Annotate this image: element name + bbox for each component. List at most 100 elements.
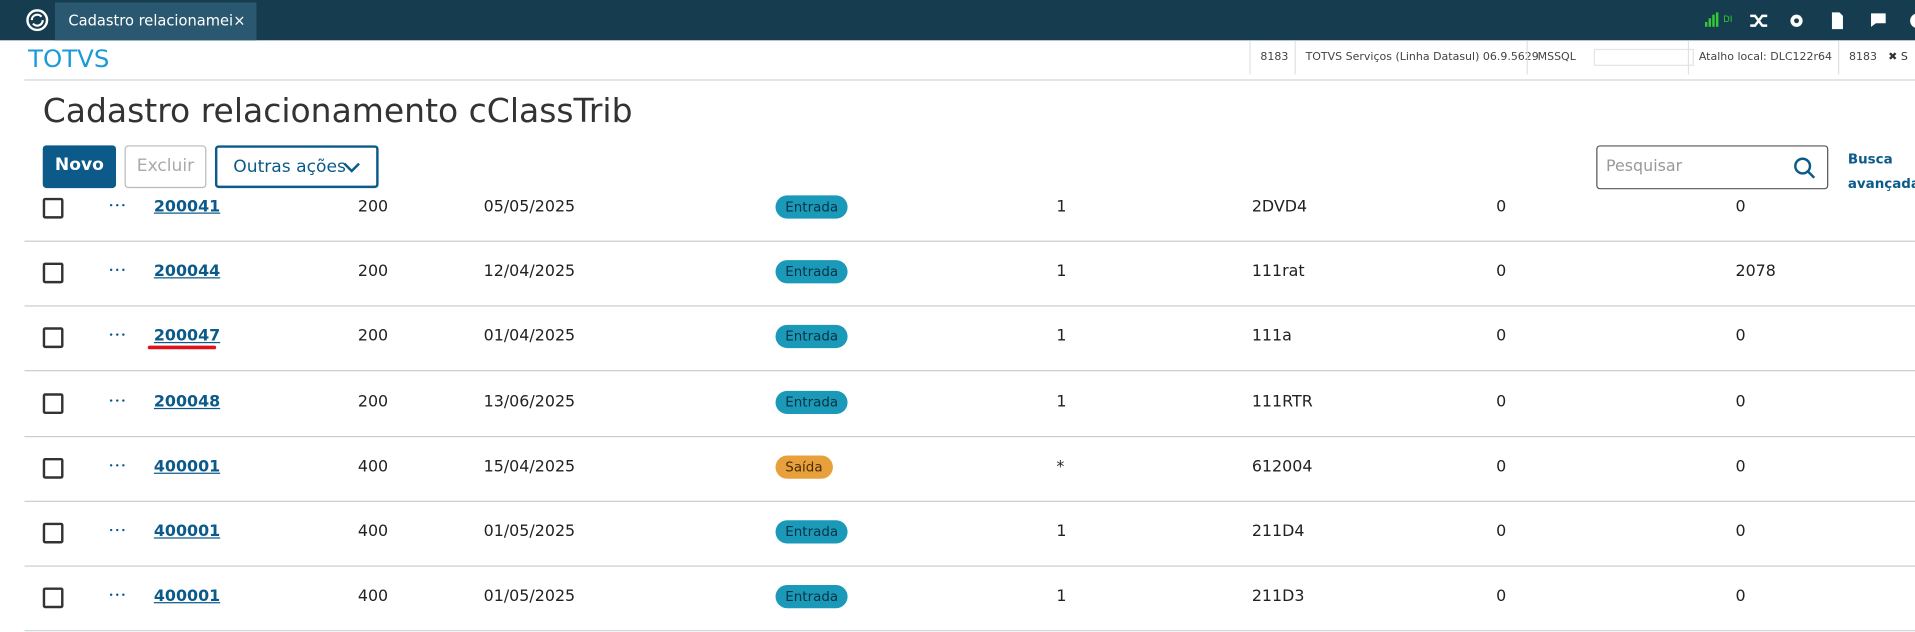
signal-icon [1704,12,1719,27]
cell-text: 0 [1496,197,1507,217]
cell-text: 0 [1496,327,1507,347]
advanced-search[interactable]: Busca avançada [1847,151,1915,192]
record-link[interactable]: 200048 [153,392,221,412]
cell-text: 1 [1056,197,1067,217]
info-cell: 8183 [1249,40,1288,75]
cell-text: 0 [1496,522,1507,542]
type-badge: Entrada [775,260,848,284]
cell-text: 211D3 [1251,587,1305,606]
dot [122,268,125,272]
more-actions-label: Outras ações [233,157,346,178]
row-checkbox[interactable] [42,457,64,479]
cell-text: 0 [1735,392,1746,412]
search-placeholder: Pesquisar [1606,157,1683,176]
cell-text: 1 [1056,522,1067,542]
top-bar: Cadastro relacionamei × DI [0,0,1915,41]
row-checkbox[interactable] [42,587,64,609]
red-underline [147,346,217,350]
cell-text: 111a [1251,327,1292,347]
row-checkbox[interactable] [42,392,64,414]
cell-text: 01/05/2025 [483,522,576,542]
cell-text: 05/05/2025 [483,197,576,217]
type-badge: Entrada [775,585,848,609]
row-actions[interactable] [109,203,127,208]
dot [122,463,125,467]
cell-text: 0 [1496,392,1507,412]
cell-text: 400 [357,522,389,542]
cell-text: 211D4 [1251,522,1305,542]
row-actions[interactable] [109,268,127,273]
dot [116,203,119,207]
info-cell: ✖ S [1888,51,1908,64]
row-actions[interactable] [109,593,127,598]
cell-text: 0 [1735,522,1746,542]
row-checkbox[interactable] [42,522,64,544]
row-checkbox[interactable] [42,262,64,284]
cell-text: 13/06/2025 [483,392,576,412]
row-checkbox[interactable] [42,327,64,349]
cell-text: 0 [1735,327,1746,347]
record-link[interactable]: 200041 [153,197,221,217]
new-button[interactable]: Novo [42,145,117,189]
cell-text: 15/04/2025 [483,457,576,477]
cell-text: 200 [357,327,389,347]
cell-text: 2078 [1735,262,1776,282]
cell-text: 01/04/2025 [483,327,576,347]
info-cell: Atalho local: DLC122r64 [1687,40,1832,75]
record-link[interactable]: 400001 [153,587,221,606]
cell-text: 111rat [1251,262,1305,282]
tab[interactable]: Cadastro relacionamei × [54,2,257,41]
cell-text: 12/04/2025 [483,262,576,282]
dot [122,333,125,337]
dot [122,593,125,597]
record-link[interactable]: 400001 [153,457,221,477]
page-title: Cadastro relacionamento cClassTrib [42,92,633,131]
cell-text: 1 [1056,392,1067,412]
table-row: 200041 200 05/05/2025 Entrada 1 2DVD4 0 0 [24,193,1915,242]
brand: TOTVS [28,43,110,74]
cell-text: 400 [357,587,389,606]
row-actions[interactable] [109,398,127,403]
cell-text: 612004 [1251,457,1313,477]
dot [116,463,119,467]
cell-text: 200 [357,197,389,217]
type-badge: Entrada [775,325,848,349]
dot [109,528,113,532]
record-link[interactable]: 400001 [153,522,221,542]
dot [122,528,125,532]
logo [26,9,49,32]
cell-text: 0 [1735,587,1746,606]
cell-text: 0 [1496,262,1507,282]
table-row: 400001 400 01/05/2025 Entrada 1 211D3 0 0 [24,566,1915,632]
type-badge: Entrada [775,195,848,219]
record-link[interactable]: 200044 [153,262,221,282]
dot [109,398,113,402]
cell-text: 1 [1056,327,1067,347]
toolbar-icons[interactable] [1750,12,1915,30]
tab-title: Cadastro relacionamei [68,12,234,30]
delete-button[interactable]: Excluir [124,145,207,189]
row-actions[interactable] [109,333,127,338]
record-link[interactable]: 200047 [153,327,221,347]
cell-text: 400 [357,457,389,477]
cell-text: 0 [1496,457,1507,477]
row-actions[interactable] [109,463,127,468]
table-row: 400001 400 01/05/2025 Entrada 1 211D4 0 0 [24,501,1915,567]
cell-text: 1 [1056,587,1067,606]
row-checkbox[interactable] [42,197,64,219]
info-cell: TOTVS Serviços (Linha Datasul) 06.9.5629 [1294,40,1539,75]
search-box[interactable]: Pesquisar [1596,145,1829,190]
dot [116,333,119,337]
table-row: 200048 200 13/06/2025 Entrada 1 111RTR 0 0 [24,371,1915,437]
cell-text: 2DVD4 [1251,197,1308,217]
more-actions-button[interactable]: Outras ações [214,145,379,189]
cell-text: 0 [1735,457,1746,477]
search-icon [1794,157,1816,179]
tab-close[interactable]: × [233,12,246,30]
dot [116,398,119,402]
info-bar: TOTVS 8183 TOTVS Serviços (Linha Datasul)… [24,40,1915,81]
info-cell: 8183 [1838,40,1877,75]
row-actions[interactable] [109,528,127,533]
dot [116,268,119,272]
